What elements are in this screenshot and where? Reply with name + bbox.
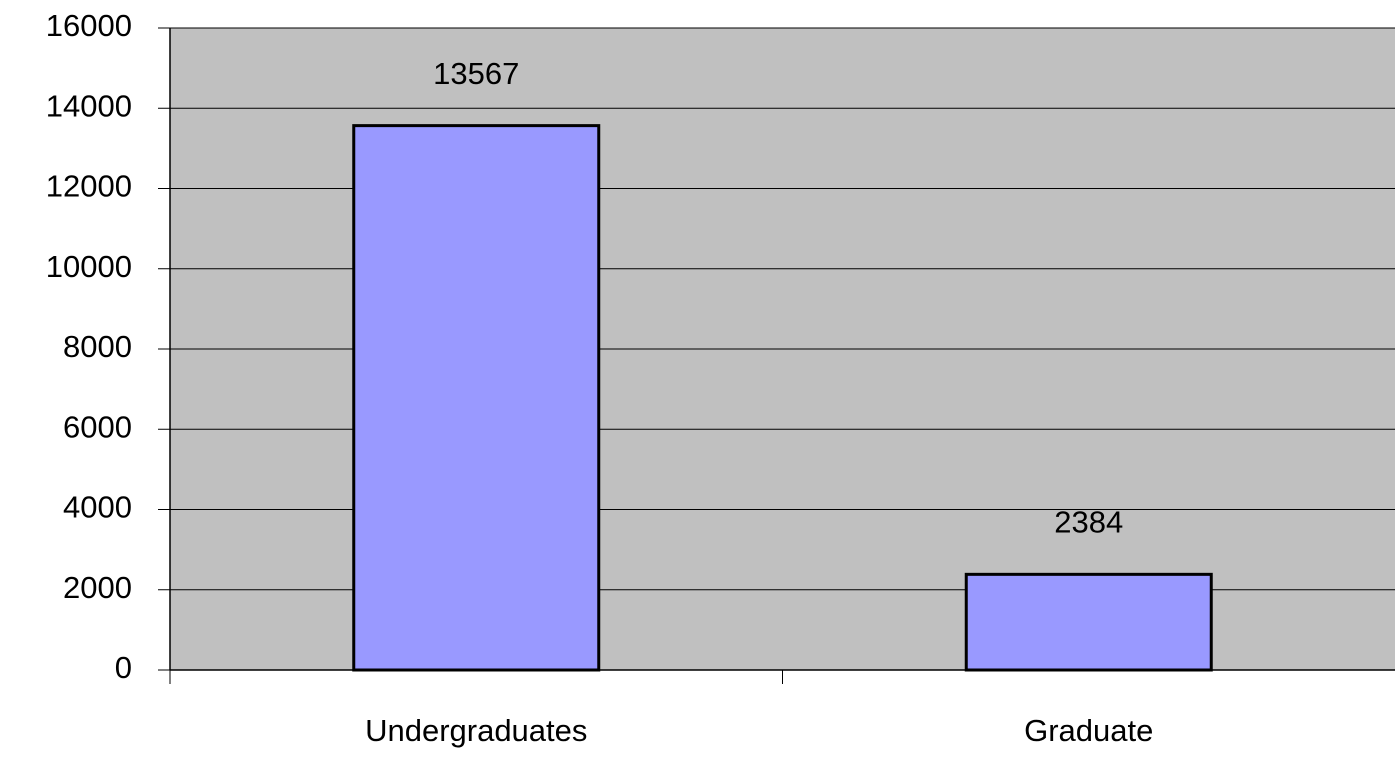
y-tick-label: 10000	[46, 249, 132, 284]
bar	[352, 124, 601, 672]
x-tick-label: Undergraduates	[365, 713, 587, 748]
y-tick-label: 4000	[63, 490, 132, 525]
y-tick-label: 6000	[63, 409, 132, 444]
y-tick-label: 14000	[46, 88, 132, 123]
data-label: 13567	[433, 56, 519, 91]
x-tick-label: Graduate	[1024, 713, 1153, 748]
y-tick-label: 0	[115, 650, 132, 685]
bar	[964, 572, 1213, 672]
y-tick-label: 8000	[63, 329, 132, 364]
y-tick-label: 16000	[46, 8, 132, 43]
y-tick-label: 2000	[63, 570, 132, 605]
data-label: 2384	[1054, 505, 1123, 540]
y-tick-label: 12000	[46, 169, 132, 204]
